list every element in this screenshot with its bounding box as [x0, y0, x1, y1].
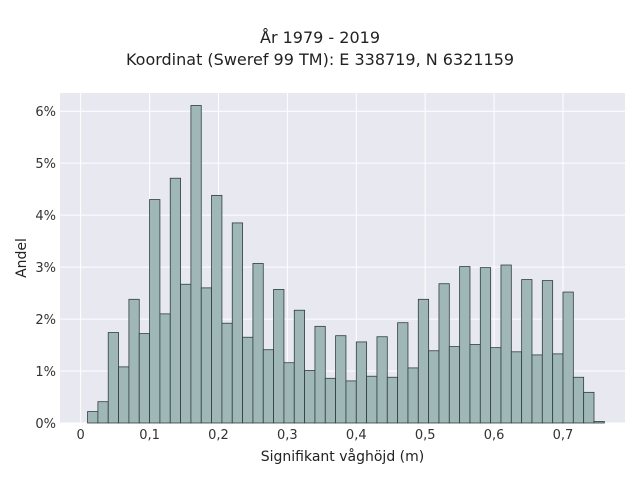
histogram-bar [376, 336, 388, 424]
histogram-bar [159, 313, 171, 424]
histogram-bar [293, 309, 306, 424]
x-tick-label: 0,4 [346, 428, 367, 443]
histogram-bar [169, 177, 181, 424]
histogram-bar [366, 375, 378, 424]
y-tick-label: 2% [35, 313, 56, 328]
histogram-bar [479, 267, 492, 424]
histogram-bar [417, 298, 430, 424]
x-tick-label: 0,1 [139, 428, 160, 443]
histogram-bar [231, 222, 243, 424]
y-tick-label: 5% [35, 157, 56, 172]
y-tick-label: 4% [35, 209, 56, 224]
histogram-bar [562, 291, 574, 424]
histogram-bar [510, 351, 523, 424]
histogram-bar [552, 353, 564, 424]
chart-title-line2: Koordinat (Sweref 99 TM): E 338719, N 63… [125, 50, 515, 69]
histogram-bar [304, 370, 316, 424]
histogram-bar [386, 376, 399, 424]
y-tick-label: 3% [35, 261, 56, 276]
x-tick-label: 0,5 [415, 428, 436, 443]
histogram-bar [200, 287, 212, 424]
histogram-bar [355, 341, 368, 424]
x-tick-label: 0,2 [208, 428, 229, 443]
histogram-bar [428, 350, 440, 424]
histogram-bar [242, 336, 254, 424]
histogram-bar [190, 105, 202, 424]
histogram-bar [583, 391, 595, 424]
histogram-bar [97, 401, 109, 424]
histogram-bar [572, 376, 585, 424]
histogram-bar [490, 347, 502, 424]
histogram-bar [593, 421, 605, 424]
histogram-bar [345, 380, 357, 424]
histogram-bar [397, 322, 409, 424]
histogram-bar [128, 298, 140, 424]
histogram-bar [180, 283, 192, 424]
histogram-bar [324, 377, 337, 424]
histogram-bar [283, 362, 295, 424]
histogram-bar [149, 199, 161, 424]
histogram-bar [459, 266, 471, 424]
y-axis-label: Andel [14, 238, 30, 278]
histogram-bar [407, 367, 419, 424]
histogram-bar [262, 349, 274, 424]
histogram-bar [221, 322, 233, 424]
x-tick-label: 0,3 [277, 428, 298, 443]
chart-title-line1: År 1979 - 2019 [260, 28, 380, 47]
histogram-bar [87, 411, 99, 424]
histogram-bar [500, 264, 512, 424]
x-axis-label: Signifikant våghöjd (m) [261, 448, 424, 465]
histogram-bar [438, 283, 450, 424]
histogram-bar [273, 289, 285, 424]
histogram-bar [448, 346, 461, 424]
histogram-bar [138, 333, 150, 424]
histogram-bar [107, 332, 119, 424]
histogram-bar [252, 263, 264, 424]
histogram-bar [118, 366, 130, 424]
histogram-bar [314, 325, 326, 424]
x-tick-label: 0,7 [553, 428, 574, 443]
histogram-bar [335, 335, 347, 424]
histogram-bar [521, 279, 533, 424]
y-tick-label: 6% [35, 105, 56, 120]
y-tick-label: 1% [35, 365, 56, 380]
histogram-bar [469, 344, 481, 424]
x-tick-label: 0,6 [484, 428, 505, 443]
histogram-bar [211, 194, 223, 424]
x-tick-label: 0 [77, 428, 85, 443]
histogram-bar [531, 354, 543, 424]
y-tick-label: 0% [35, 417, 56, 432]
histogram-bar [541, 280, 554, 424]
